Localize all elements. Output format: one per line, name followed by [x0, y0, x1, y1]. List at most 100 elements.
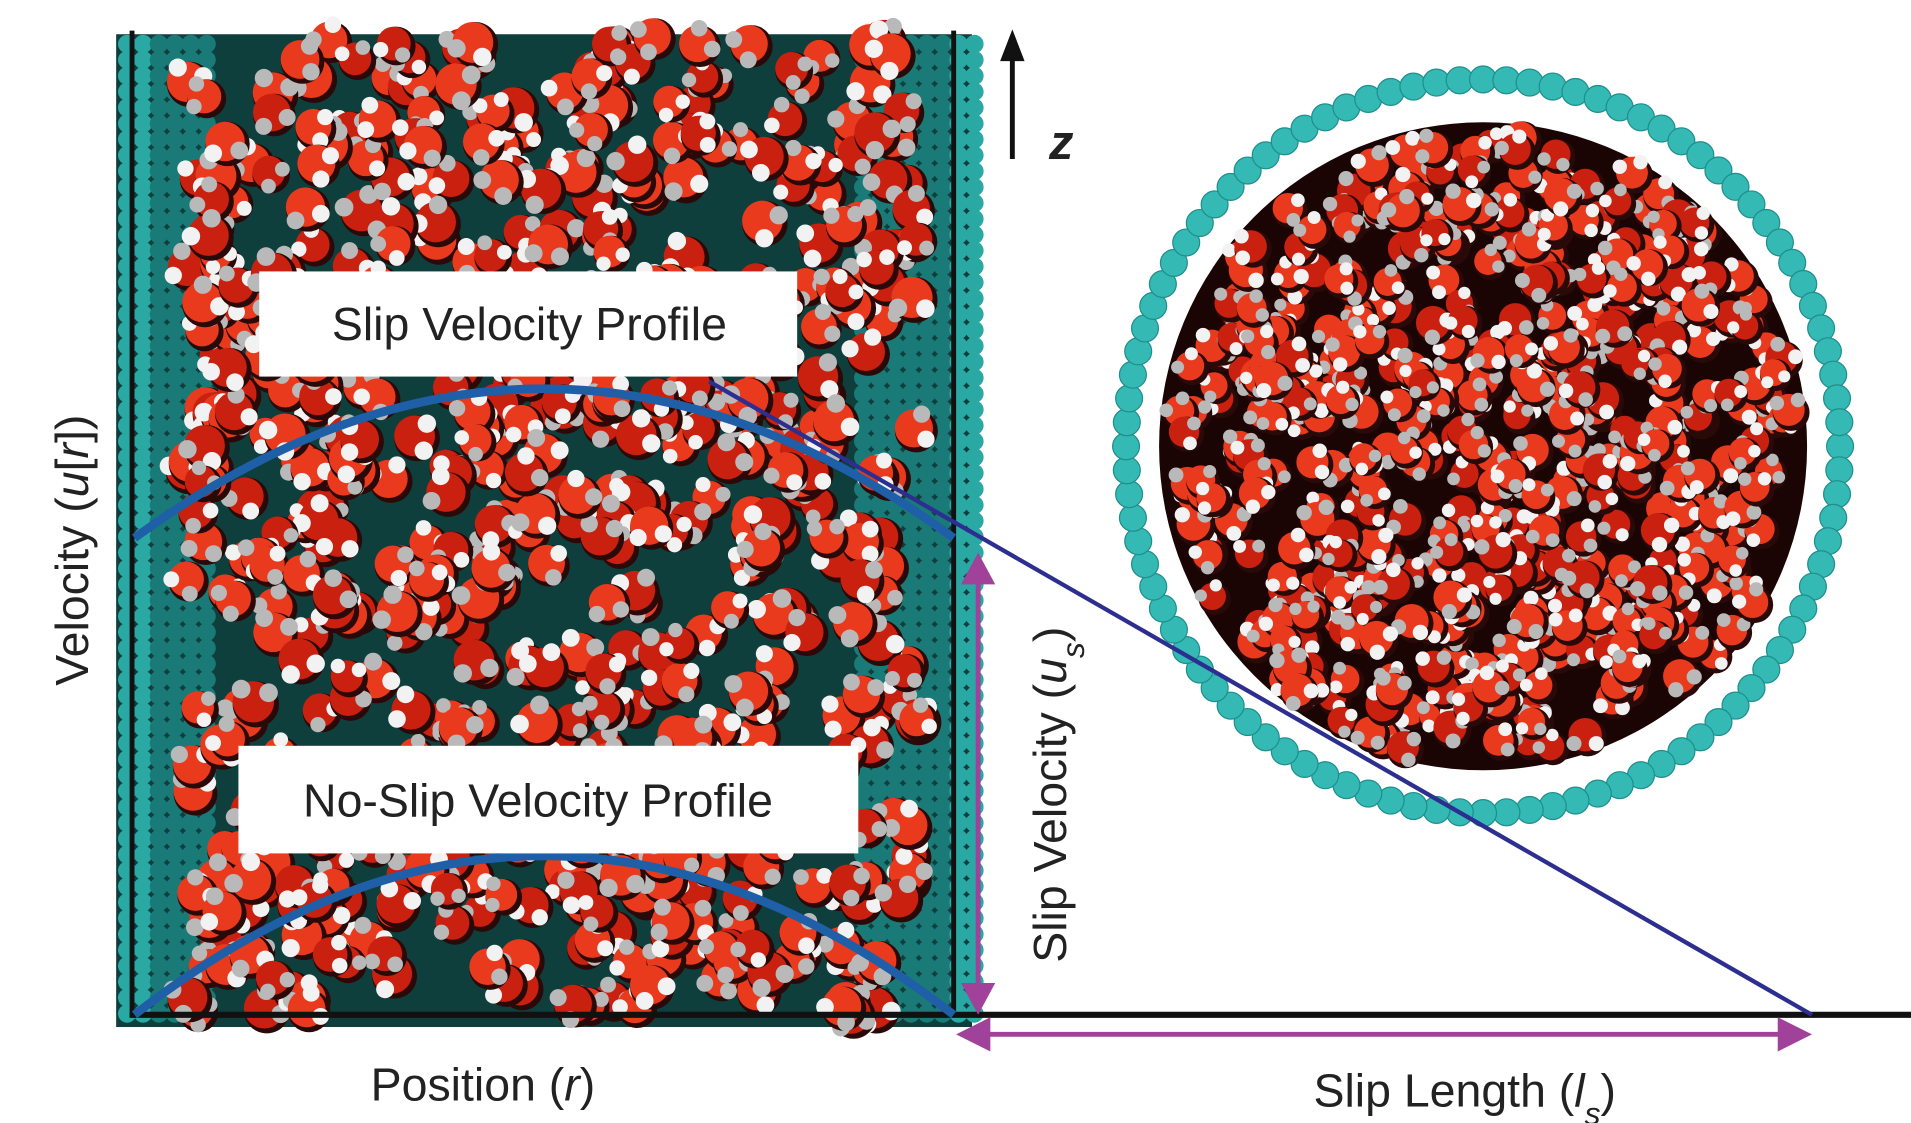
- hydrogen-atom: [357, 121, 374, 138]
- wall-atom: [134, 543, 152, 561]
- hydrogen-atom: [875, 884, 892, 901]
- wall-atom: [134, 369, 152, 387]
- hydrogen-atom: [765, 869, 781, 885]
- wall-atom: [933, 909, 951, 927]
- hydrogen-atom: [1417, 701, 1430, 714]
- hydrogen-atom: [764, 118, 780, 134]
- wall-atom: [134, 750, 152, 768]
- hydrogen-atom: [197, 712, 212, 727]
- hydrogen-atom: [609, 656, 625, 672]
- hydrogen-atom: [486, 473, 501, 488]
- wall-atom: [933, 67, 951, 85]
- wall-atom: [965, 353, 983, 371]
- hydrogen-atom: [599, 879, 617, 897]
- wall-atom: [854, 432, 872, 450]
- hydrogen-atom: [1183, 436, 1197, 450]
- wall-atom: [965, 845, 983, 863]
- hydrogen-atom: [1371, 549, 1386, 564]
- wall-atom: [150, 734, 168, 752]
- wall-atom: [933, 559, 951, 577]
- hydrogen-atom: [1230, 342, 1243, 355]
- hydrogen-atom: [793, 869, 809, 885]
- hydrogen-atom: [1567, 491, 1582, 506]
- hydrogen-atom: [205, 545, 222, 562]
- wall-atom: [965, 178, 983, 196]
- wall-atom: [150, 353, 168, 371]
- hydrogen-atom: [696, 975, 713, 992]
- wall-atom: [965, 909, 983, 927]
- wall-atom: [933, 210, 951, 228]
- hydrogen-atom: [1252, 540, 1265, 553]
- hydrogen-atom: [724, 675, 742, 693]
- hydrogen-atom: [895, 848, 912, 865]
- hydrogen-atom: [551, 248, 569, 266]
- hydrogen-atom: [900, 800, 918, 818]
- wall-atom: [150, 83, 168, 101]
- hydrogen-atom: [338, 466, 356, 484]
- hydrogen-atom: [204, 144, 222, 162]
- hydrogen-atom: [1788, 349, 1803, 364]
- hydrogen-atom: [202, 209, 220, 227]
- hydrogen-atom: [1667, 420, 1682, 435]
- hydrogen-atom: [720, 983, 737, 1000]
- wall-atom: [965, 257, 983, 275]
- hydrogen-atom: [1386, 563, 1401, 578]
- wall-atom: [134, 877, 152, 895]
- hydrogen-atom: [847, 206, 863, 222]
- hydrogen-atom: [699, 114, 715, 130]
- wall-atom: [166, 830, 184, 848]
- wall-atom: [150, 162, 168, 180]
- wall-atom: [166, 909, 184, 927]
- hydrogen-atom: [805, 153, 821, 169]
- hydrogen-atom: [1187, 417, 1201, 431]
- wall-atom: [134, 35, 152, 53]
- hydrogen-atom: [1523, 591, 1538, 606]
- hydrogen-atom: [695, 900, 712, 917]
- wall-atom: [918, 369, 936, 387]
- hydrogen-atom: [1491, 355, 1505, 369]
- hydrogen-atom: [1230, 441, 1244, 455]
- wall-atom: [150, 178, 168, 196]
- hydrogen-atom: [740, 141, 758, 159]
- wall-atom: [886, 782, 904, 800]
- hydrogen-atom: [599, 678, 615, 694]
- wall-atom: [150, 623, 168, 641]
- wall-atom: [134, 496, 152, 514]
- hydrogen-atom: [754, 523, 771, 540]
- hydrogen-atom: [1411, 557, 1423, 569]
- wall-atom: [902, 957, 920, 975]
- wall-atom: [134, 861, 152, 879]
- hydrogen-atom: [1528, 171, 1541, 184]
- wall-atom: [150, 130, 168, 148]
- hydrogen-atom: [341, 540, 358, 557]
- hydrogen-atom: [600, 977, 616, 993]
- hydrogen-atom: [473, 48, 491, 66]
- wall-atom: [918, 909, 936, 927]
- hydrogen-atom: [1770, 337, 1785, 352]
- hydrogen-atom: [755, 229, 773, 247]
- wall-atom: [965, 162, 983, 180]
- hydrogen-atom: [557, 872, 574, 889]
- wall-atom: [965, 98, 983, 116]
- hydrogen-atom: [1175, 507, 1190, 522]
- hydrogen-atom: [1367, 314, 1379, 326]
- wall-atom: [150, 241, 168, 259]
- wall-atom: [134, 941, 152, 959]
- wall-atom: [150, 432, 168, 450]
- hydrogen-atom: [1540, 382, 1555, 397]
- hydrogen-atom: [1681, 406, 1694, 419]
- hydrogen-atom: [1294, 269, 1309, 284]
- hydrogen-atom: [814, 269, 830, 285]
- hydrogen-atom: [370, 236, 386, 252]
- hydrogen-atom: [259, 683, 278, 702]
- hydrogen-atom: [919, 241, 934, 256]
- hydrogen-atom: [1445, 533, 1458, 546]
- wall-atom: [150, 766, 168, 784]
- hydrogen-atom: [486, 945, 502, 961]
- wall-atom: [150, 782, 168, 800]
- hydrogen-atom: [596, 257, 610, 271]
- hydrogen-atom: [897, 139, 915, 157]
- wall-atom: [134, 575, 152, 593]
- hydrogen-atom: [1414, 248, 1428, 262]
- hydrogen-atom: [663, 449, 678, 464]
